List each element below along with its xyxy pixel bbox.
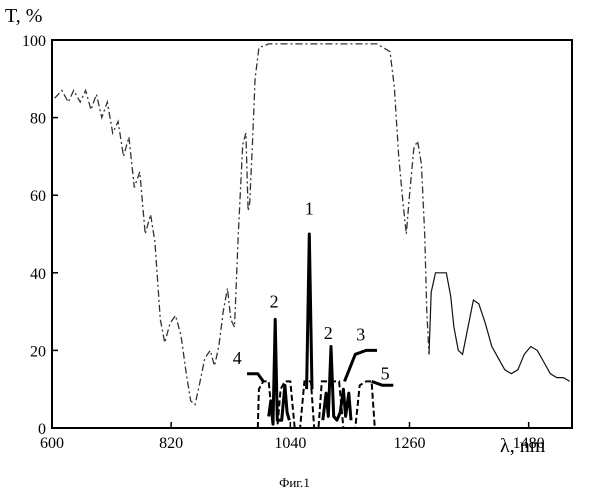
y-tick-label: 60: [30, 188, 46, 205]
x-axis-label: λ, nm: [500, 435, 546, 457]
curve-label: 5: [381, 364, 390, 384]
y-tick-label: 100: [22, 33, 46, 50]
y-axis-label: T, %: [5, 5, 42, 27]
x-tick-label: 600: [40, 435, 64, 452]
curve-label: 4: [233, 348, 242, 368]
y-tick-label: 40: [30, 266, 46, 283]
curve-label: 3: [356, 325, 365, 345]
y-tick-label: 80: [30, 111, 46, 128]
y-tick-label: 20: [30, 343, 46, 360]
x-tick-label: 820: [159, 435, 183, 452]
x-tick-label: 1040: [274, 435, 306, 452]
figure-caption: Фиг.1: [0, 475, 589, 491]
curve-label: 2: [324, 323, 333, 343]
x-tick-label: 1260: [394, 435, 426, 452]
curve-label: 2: [270, 292, 279, 312]
curve-label: 1: [305, 199, 314, 219]
